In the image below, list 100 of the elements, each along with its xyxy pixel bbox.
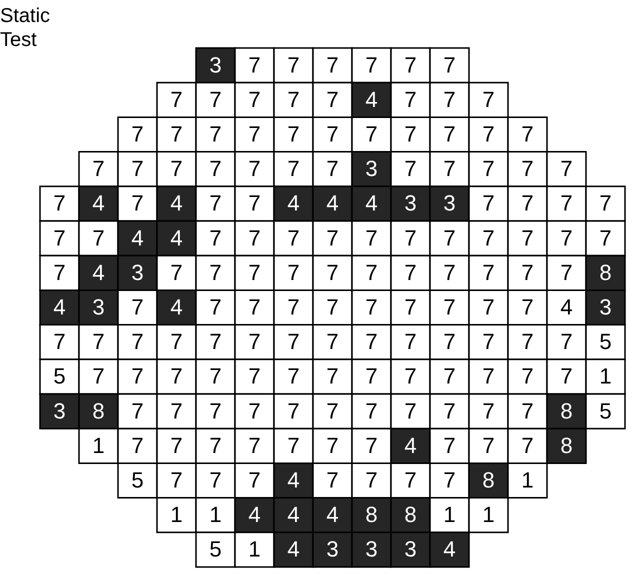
data-label: 4	[287, 468, 300, 492]
data-label: 4	[170, 225, 183, 250]
data-label: 4	[287, 502, 300, 528]
data-label: 7	[287, 432, 300, 458]
data-label: 7	[443, 294, 456, 320]
data-label: 7	[404, 122, 417, 146]
data-label: 4	[248, 502, 261, 528]
data-label: 7	[287, 398, 300, 424]
data-label: 7	[326, 260, 339, 285]
data-label: 7	[248, 190, 261, 216]
data-label: 7	[521, 190, 534, 216]
data-label: 3	[365, 536, 378, 562]
data-label: 7	[365, 225, 378, 250]
data-label: 7	[443, 398, 456, 424]
data-label: 3	[209, 52, 222, 78]
data-label: 7	[365, 122, 378, 146]
data-label: 7	[287, 364, 300, 389]
data-label: 7	[92, 329, 105, 354]
data-label: 7	[248, 468, 261, 492]
data-label: 5	[53, 364, 66, 389]
data-label: 7	[521, 432, 534, 458]
data-label: 4	[326, 502, 339, 528]
data-label: 8	[599, 260, 612, 285]
data-label: 4	[170, 190, 183, 216]
data-label: 7	[92, 156, 105, 182]
data-label: 7	[248, 432, 261, 458]
data-label: 7	[131, 190, 144, 216]
data-label: 7	[326, 225, 339, 250]
data-label: 5	[599, 398, 612, 424]
data-label: 7	[443, 52, 456, 78]
data-label: 8	[365, 502, 378, 528]
data-label: 4	[326, 190, 339, 216]
data-label: 1	[170, 502, 183, 528]
data-label: 3	[131, 260, 144, 285]
data-label: 7	[404, 294, 417, 320]
data-label: 8	[482, 468, 495, 492]
data-label: 7	[170, 86, 183, 112]
data-label: 4	[287, 536, 300, 562]
data-label: 7	[131, 156, 144, 182]
data-label: 7	[443, 432, 456, 458]
data-label: 7	[560, 329, 573, 354]
data-label: 4	[560, 294, 573, 320]
data-label: 7	[443, 364, 456, 389]
data-label: 7	[170, 364, 183, 389]
data-label: 7	[209, 364, 222, 389]
data-label: 7	[170, 156, 183, 182]
data-label: 7	[599, 190, 612, 216]
data-label: 4	[287, 190, 300, 216]
data-label: 7	[170, 122, 183, 146]
data-label: 7	[326, 156, 339, 182]
data-label: 7	[287, 294, 300, 320]
data-label: 7	[248, 260, 261, 285]
data-label: 7	[443, 225, 456, 250]
data-label: 7	[482, 364, 495, 389]
data-label: 7	[326, 329, 339, 354]
data-label: 3	[443, 190, 456, 216]
data-label: 7	[209, 86, 222, 112]
data-label: 7	[521, 364, 534, 389]
data-label: 7	[521, 156, 534, 182]
data-label: 1	[599, 364, 612, 389]
data-label: 7	[404, 364, 417, 389]
data-label: 4	[404, 432, 417, 458]
data-label: 7	[326, 398, 339, 424]
data-label: 4	[365, 86, 378, 112]
data-label: 7	[53, 260, 66, 285]
data-label: 7	[287, 156, 300, 182]
data-label: 7	[482, 260, 495, 285]
data-label: 1	[482, 502, 495, 528]
data-label: 7	[560, 260, 573, 285]
data-label: 7	[560, 225, 573, 250]
data-label: 7	[482, 156, 495, 182]
annotation: Static Test	[0, 5, 50, 51]
data-label: 7	[443, 86, 456, 112]
data-label: 7	[482, 432, 495, 458]
data-label: 7	[170, 329, 183, 354]
data-label: 4	[131, 225, 144, 250]
data-label: 7	[248, 398, 261, 424]
data-label: 7	[209, 294, 222, 320]
data-label: 8	[404, 502, 417, 528]
data-label: 7	[131, 432, 144, 458]
data-label: 7	[131, 294, 144, 320]
data-label: 7	[170, 398, 183, 424]
data-label: 7	[53, 329, 66, 354]
data-label: 1	[92, 432, 105, 458]
data-label: 7	[248, 364, 261, 389]
data-label: 8	[92, 398, 105, 424]
data-label: 7	[521, 329, 534, 354]
data-label: 7	[404, 468, 417, 492]
data-label: 7	[599, 225, 612, 250]
data-label: 4	[53, 294, 66, 320]
data-label: 7	[287, 329, 300, 354]
data-label: 7	[209, 468, 222, 492]
data-label: 7	[287, 86, 300, 112]
data-label: 7	[131, 398, 144, 424]
data-label: 1	[443, 502, 456, 528]
data-label: 7	[482, 225, 495, 250]
data-label: 7	[326, 122, 339, 146]
data-label: 7	[482, 122, 495, 146]
data-label: 7	[404, 329, 417, 354]
data-label: 4	[170, 294, 183, 320]
